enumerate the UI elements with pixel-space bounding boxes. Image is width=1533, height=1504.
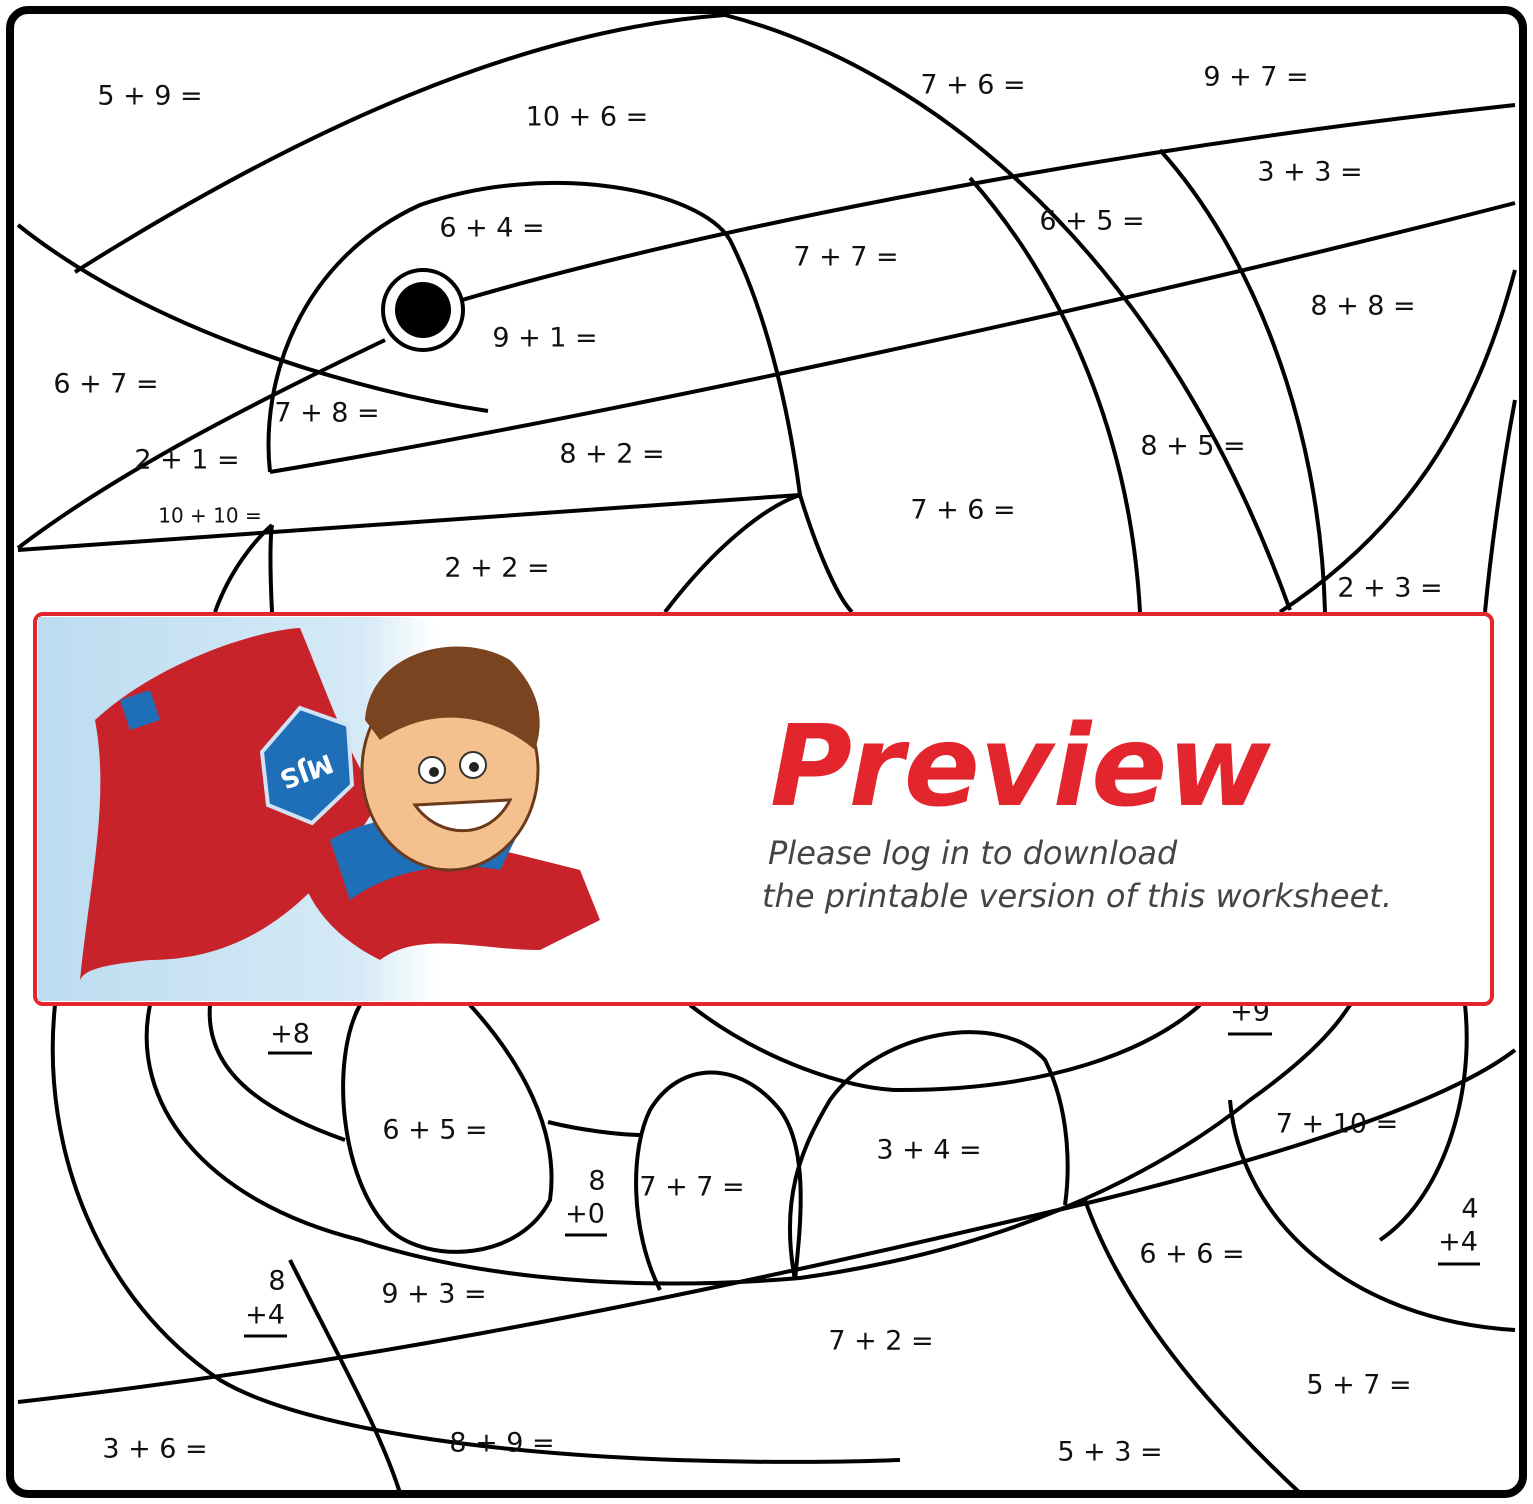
vertical-bottom: +0	[565, 1199, 605, 1230]
preview-message: the printable version of this worksheet.	[762, 877, 1392, 915]
problem: 9 + 3 =	[381, 1279, 486, 1310]
problem: 10 + 6 =	[526, 102, 649, 133]
problem: 5 + 9 =	[97, 81, 202, 112]
vertical-bottom: +4	[1438, 1227, 1478, 1258]
vertical-top: 8	[588, 1166, 605, 1197]
problem: 8 + 2 =	[559, 439, 664, 470]
vertical-bottom: +8	[270, 1019, 310, 1050]
problem: 7 + 10 =	[1276, 1109, 1399, 1140]
problem: 6 + 6 =	[1139, 1239, 1244, 1270]
problem: 6 + 5 =	[1039, 206, 1144, 237]
problem: 7 + 7 =	[639, 1172, 744, 1203]
problem: 5 + 7 =	[1306, 1370, 1411, 1401]
problem: 7 + 6 =	[910, 495, 1015, 526]
preview-title: Preview	[770, 702, 1271, 832]
problem: 7 + 6 =	[920, 70, 1025, 101]
problem: 3 + 6 =	[102, 1434, 207, 1465]
problem: 8 + 5 =	[1140, 431, 1245, 462]
page: 5 + 9 = 10 + 6 = 7 + 6 = 9 + 7 = 3 + 3 =…	[0, 0, 1533, 1504]
vertical-bottom: +4	[245, 1300, 285, 1331]
worksheet: 5 + 9 = 10 + 6 = 7 + 6 = 9 + 7 = 3 + 3 =…	[0, 0, 1533, 1504]
preview-banner: MJS Preview Please log in to download th…	[35, 614, 1492, 1004]
problem: 3 + 4 =	[876, 1135, 981, 1166]
problem: 9 + 7 =	[1203, 62, 1308, 93]
problem: 2 + 1 =	[134, 445, 239, 476]
problem: 2 + 3 =	[1337, 573, 1442, 604]
problem: 5 + 3 =	[1057, 1437, 1162, 1468]
problem: 7 + 2 =	[828, 1326, 933, 1357]
problem: 8 + 8 =	[1310, 291, 1415, 322]
problem: 6 + 7 =	[53, 369, 158, 400]
problem: 6 + 4 =	[439, 213, 544, 244]
problem: 9 + 1 =	[492, 323, 597, 354]
problem: 6 + 5 =	[382, 1115, 487, 1146]
problem: 2 + 2 =	[444, 553, 549, 584]
problem: 3 + 3 =	[1257, 157, 1362, 188]
problem: 10 + 10 =	[158, 504, 262, 528]
problem: 8 + 9 =	[449, 1428, 554, 1459]
preview-message: Please log in to download	[768, 834, 1178, 872]
vertical-top: 8	[268, 1266, 285, 1297]
problem: 7 + 7 =	[793, 242, 898, 273]
vertical-top: 4	[1461, 1194, 1478, 1225]
problem: 7 + 8 =	[274, 398, 379, 429]
